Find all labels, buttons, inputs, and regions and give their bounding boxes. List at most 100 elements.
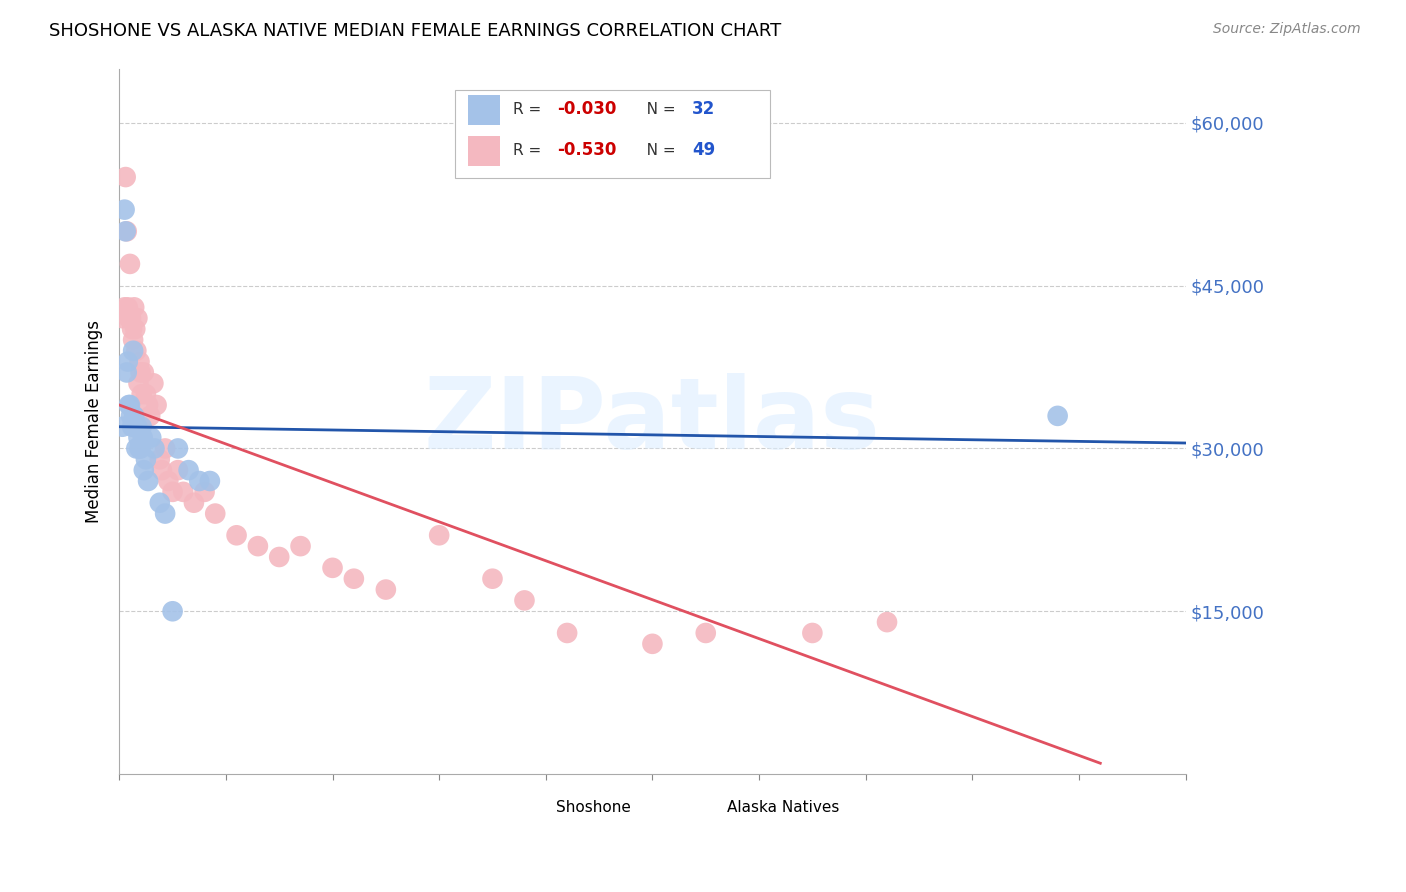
Point — [427, 528, 450, 542]
Point — [139, 409, 162, 423]
Point — [153, 507, 176, 521]
Point — [136, 474, 159, 488]
Point — [162, 484, 184, 499]
Text: N =: N = — [633, 143, 681, 158]
Point — [117, 354, 139, 368]
Point — [120, 311, 142, 326]
Point — [124, 322, 146, 336]
Point — [876, 615, 898, 629]
Point — [118, 257, 141, 271]
Text: -0.030: -0.030 — [558, 101, 617, 119]
Text: N =: N = — [633, 102, 681, 117]
Point — [127, 311, 149, 326]
Point — [114, 170, 136, 185]
Text: -0.530: -0.530 — [558, 141, 617, 159]
Point — [290, 539, 312, 553]
Point — [118, 398, 141, 412]
Text: ZIPatlas: ZIPatlas — [425, 373, 882, 470]
Point — [125, 442, 148, 456]
Point — [125, 343, 148, 358]
Point — [117, 301, 139, 315]
Point — [204, 507, 226, 521]
Point — [167, 442, 190, 456]
Point — [120, 409, 142, 423]
Point — [114, 301, 136, 315]
Point — [481, 572, 503, 586]
Point — [115, 366, 138, 380]
Point — [111, 311, 134, 326]
Point — [132, 463, 155, 477]
Point — [188, 474, 211, 488]
Point — [128, 354, 150, 368]
Point — [127, 376, 149, 391]
Point — [177, 463, 200, 477]
Point — [157, 474, 180, 488]
Point — [695, 626, 717, 640]
Point — [121, 419, 143, 434]
Text: 32: 32 — [692, 101, 716, 119]
Text: 49: 49 — [692, 141, 716, 159]
Point — [114, 202, 136, 217]
Point — [153, 442, 176, 456]
Point — [122, 301, 145, 315]
Point — [143, 442, 166, 456]
Point — [131, 387, 153, 401]
Point — [135, 452, 157, 467]
Point — [132, 366, 155, 380]
Point — [374, 582, 396, 597]
Point — [149, 496, 172, 510]
Point — [127, 419, 149, 434]
Point — [198, 474, 221, 488]
Text: Alaska Natives: Alaska Natives — [727, 800, 839, 815]
Point — [129, 366, 152, 380]
Point — [149, 452, 172, 467]
Point — [150, 463, 173, 477]
Point — [122, 333, 145, 347]
Text: R =: R = — [513, 102, 546, 117]
Point — [124, 419, 146, 434]
FancyBboxPatch shape — [468, 136, 501, 166]
Point — [513, 593, 536, 607]
Text: Source: ZipAtlas.com: Source: ZipAtlas.com — [1213, 22, 1361, 37]
Point — [555, 626, 578, 640]
FancyBboxPatch shape — [695, 797, 718, 819]
Text: R =: R = — [513, 143, 546, 158]
Point — [132, 431, 155, 445]
Point — [246, 539, 269, 553]
Point — [141, 431, 163, 445]
Point — [127, 431, 149, 445]
Point — [122, 343, 145, 358]
Point — [801, 626, 824, 640]
Point — [162, 604, 184, 618]
Point — [114, 224, 136, 238]
Text: SHOSHONE VS ALASKA NATIVE MEDIAN FEMALE EARNINGS CORRELATION CHART: SHOSHONE VS ALASKA NATIVE MEDIAN FEMALE … — [49, 22, 782, 40]
Point — [183, 496, 205, 510]
Point — [145, 398, 167, 412]
Point — [121, 322, 143, 336]
Point — [128, 442, 150, 456]
Text: Shoshone: Shoshone — [557, 800, 631, 815]
Y-axis label: Median Female Earnings: Median Female Earnings — [86, 320, 103, 523]
Point — [343, 572, 366, 586]
Point — [136, 398, 159, 412]
Point — [172, 484, 194, 499]
Point — [225, 528, 247, 542]
Point — [131, 419, 153, 434]
Point — [194, 484, 217, 499]
FancyBboxPatch shape — [468, 95, 501, 125]
Point — [115, 224, 138, 238]
Point — [269, 549, 291, 564]
Point — [118, 311, 141, 326]
Point — [641, 637, 664, 651]
FancyBboxPatch shape — [524, 797, 548, 819]
Point — [142, 376, 165, 391]
Point — [129, 442, 152, 456]
Point — [1046, 409, 1069, 423]
Point — [122, 409, 145, 423]
FancyBboxPatch shape — [456, 90, 769, 178]
Point — [322, 561, 344, 575]
Point — [167, 463, 190, 477]
Point — [111, 419, 134, 434]
Point — [118, 398, 141, 412]
Point — [135, 387, 157, 401]
